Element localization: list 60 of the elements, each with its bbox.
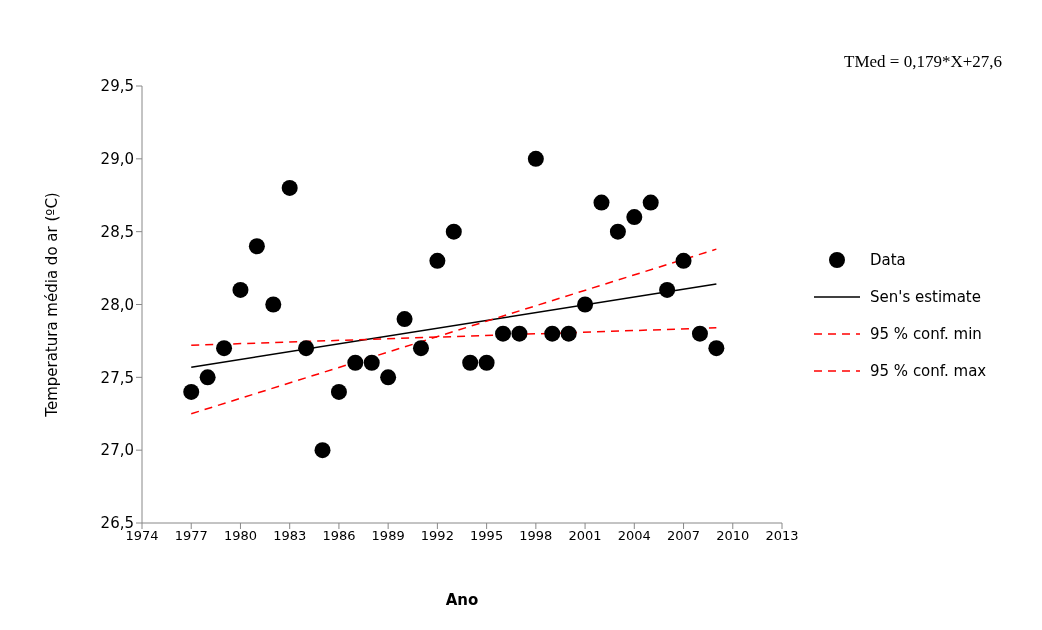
point <box>363 354 380 371</box>
x-tick-label: 1977 <box>174 528 208 544</box>
x-tick-label: 2004 <box>617 528 651 544</box>
point <box>281 179 298 196</box>
x-axis-title: Ano <box>445 591 479 609</box>
point <box>593 194 610 211</box>
point <box>199 369 216 386</box>
point <box>330 383 347 400</box>
point <box>265 296 282 313</box>
point <box>462 354 479 371</box>
point <box>544 325 561 342</box>
legend-label: 95 % conf. max <box>870 361 987 380</box>
point <box>347 354 364 371</box>
y-tick-label: 28,5 <box>100 222 134 241</box>
x-tick-label: 2010 <box>716 528 750 544</box>
y-axis-title: Temperatura média do ar (ºC) <box>43 192 62 418</box>
point <box>609 223 626 240</box>
y-tick-label: 27,5 <box>100 368 134 387</box>
legend-label: Data <box>870 250 906 269</box>
x-tick-label: 2001 <box>568 528 602 544</box>
point <box>675 252 692 269</box>
point <box>183 383 200 400</box>
point <box>380 369 397 386</box>
point <box>396 311 413 328</box>
x-tick-label: 1983 <box>273 528 307 544</box>
x-tick-label: 1989 <box>371 528 405 544</box>
point <box>314 442 331 459</box>
x-tick-label: 1980 <box>223 528 258 544</box>
point <box>659 281 676 298</box>
y-tick-label: 29,5 <box>100 77 134 96</box>
point <box>577 296 594 313</box>
x-tick-label: 1998 <box>519 528 553 544</box>
point <box>298 340 315 357</box>
point <box>626 209 643 226</box>
legend-label: 95 % conf. min <box>870 324 982 343</box>
point <box>216 340 233 357</box>
point <box>445 223 462 240</box>
point <box>708 340 725 357</box>
point <box>429 252 446 269</box>
x-tick-label: 2013 <box>765 528 799 544</box>
point <box>691 325 708 342</box>
point <box>560 325 577 342</box>
text: TMed = 0,179*X+27,6 <box>844 52 1002 72</box>
y-tick-label: 27,0 <box>100 441 134 460</box>
point <box>232 281 249 298</box>
point <box>412 340 429 357</box>
point <box>478 354 495 371</box>
point <box>511 325 528 342</box>
x-tick-label: 1995 <box>470 528 504 544</box>
y-tick-label: 29,0 <box>100 150 134 169</box>
point <box>495 325 512 342</box>
point <box>527 150 544 167</box>
point <box>248 238 265 255</box>
x-tick-label: 2007 <box>666 528 701 544</box>
x-tick-label: 1974 <box>125 528 159 544</box>
point <box>642 194 659 211</box>
legend-label: Sen's estimate <box>870 287 981 306</box>
x-tick-label: 1986 <box>322 528 356 544</box>
y-tick-label: 28,0 <box>100 295 134 314</box>
x-tick-label: 1992 <box>420 528 454 544</box>
